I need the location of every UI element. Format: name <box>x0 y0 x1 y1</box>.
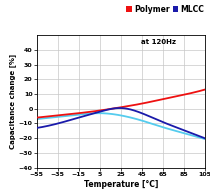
Legend: Polymer, MLCC: Polymer, MLCC <box>126 5 204 14</box>
Y-axis label: Capacitance change [%]: Capacitance change [%] <box>9 54 16 149</box>
X-axis label: Temperature [°C]: Temperature [°C] <box>84 180 158 189</box>
Text: at 120Hz: at 120Hz <box>141 39 176 45</box>
